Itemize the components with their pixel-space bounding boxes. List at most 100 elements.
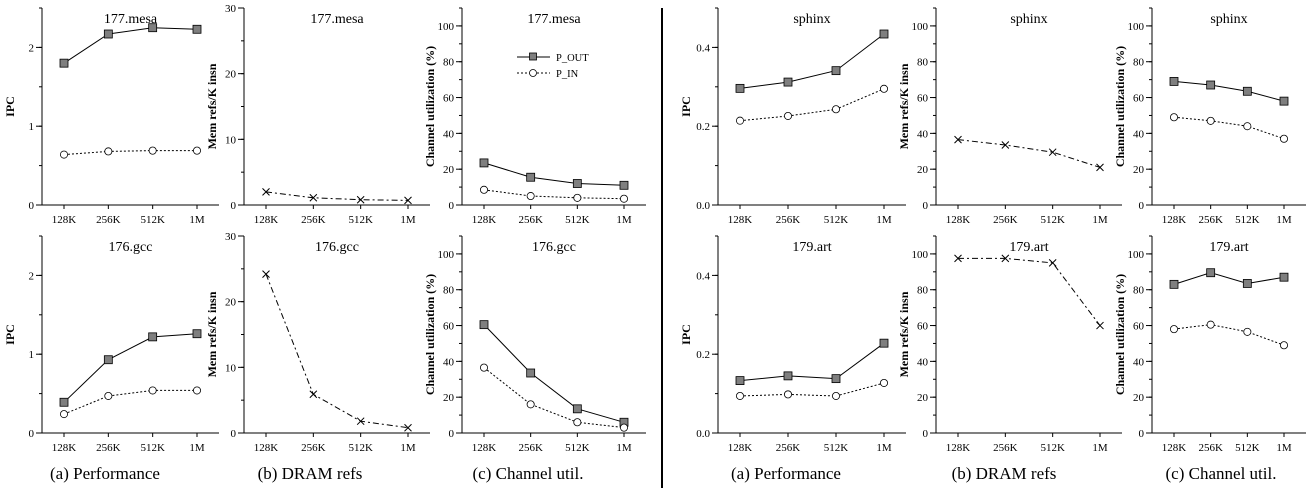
y-tick-label: 60 <box>1133 93 1145 105</box>
data-point-p-in <box>620 194 629 203</box>
y-tick-label: 0 <box>29 200 35 212</box>
data-point-p-in <box>832 105 841 114</box>
y-tick-label: 100 <box>1128 249 1145 261</box>
data-point-p-out <box>619 180 629 190</box>
y-axis-label: IPC <box>3 324 17 345</box>
chart-title: 177.mesa <box>527 12 581 27</box>
y-tick-label: 40 <box>1133 128 1145 140</box>
data-point-mem-refs <box>954 254 962 263</box>
y-tick-label: 100 <box>1128 21 1145 33</box>
chart-panel: 0.0 0.2 0.4 128K 256K 512K 1M sphinx IPC <box>679 7 906 226</box>
data-point-mem-refs <box>404 423 412 432</box>
series-line-p-out <box>63 333 198 403</box>
data-point-p-in <box>60 150 69 159</box>
data-point-p-in <box>60 410 69 419</box>
data-point-p-out <box>192 329 202 339</box>
series-line-p-in <box>63 150 197 156</box>
series-line-mem-refs <box>957 139 1101 168</box>
chart-panel: 0 20 40 60 80 100 128K 256K 512K 1M 179.art Mem ref… <box>897 235 1122 454</box>
legend-label-p-out: P_OUT <box>556 53 589 64</box>
data-point-mem-refs <box>262 270 270 278</box>
y-tick-label: 100 <box>912 249 929 261</box>
y-tick-label: 0.2 <box>696 121 710 133</box>
data-point-p-in <box>148 146 157 155</box>
x-tick-label: 256K <box>518 214 543 226</box>
captions: (a) Performance (b) DRAM refs (c) Channe… <box>50 464 1276 483</box>
chart-title: 179.art <box>1009 240 1048 255</box>
y-tick-label: 40 <box>1133 356 1145 368</box>
y-tick-label: 20 <box>917 392 929 404</box>
y-tick-label: 20 <box>225 69 237 81</box>
series-line-p-in <box>1173 116 1285 140</box>
data-point-p-out <box>148 332 158 342</box>
data-point-p-in <box>1206 320 1215 329</box>
data-point-p-out <box>1242 86 1252 96</box>
y-tick-label: 80 <box>917 285 929 297</box>
chart-panel: 0 10 20 30 128K 256K 512K 1M 177.mesa Mem refs/K … <box>205 3 430 226</box>
data-point-p-out <box>59 58 69 68</box>
data-point-p-out <box>831 66 841 76</box>
x-tick-label: 256K <box>518 442 543 454</box>
y-tick-label: 10 <box>225 362 237 374</box>
y-tick-label: 0 <box>923 200 929 212</box>
legend-marker-p-in <box>529 69 537 77</box>
chart-panel: 0 1 2 128K 256K 512K 1M 177.mesa IPC <box>3 7 219 226</box>
x-tick-label: 1M <box>1276 442 1292 454</box>
data-point-p-in <box>1280 134 1289 143</box>
x-tick-label: 1M <box>189 442 205 454</box>
data-point-p-in <box>1243 122 1252 131</box>
x-tick-label: 256K <box>993 442 1018 454</box>
y-tick-label: 80 <box>1133 57 1145 69</box>
data-point-p-out <box>572 404 582 414</box>
y-axis-label: Mem refs/K insn <box>897 291 911 377</box>
data-point-p-out <box>59 397 69 407</box>
x-tick-label: 1M <box>400 214 416 226</box>
x-tick-label: 1M <box>616 442 632 454</box>
y-tick-label: 30 <box>225 3 237 15</box>
data-point-p-in <box>1170 113 1179 122</box>
data-point-p-out <box>783 77 793 87</box>
data-point-p-out <box>572 179 582 188</box>
x-tick-label: 256K <box>1198 214 1223 226</box>
chart-title: sphinx <box>1210 12 1247 27</box>
data-point-p-out <box>1279 272 1289 282</box>
data-point-p-out <box>1169 279 1179 289</box>
data-point-p-in <box>104 147 113 156</box>
caption-dram-refs-right: (b) DRAM refs <box>952 464 1057 483</box>
data-point-p-out <box>148 23 158 33</box>
data-point-p-in <box>736 116 745 125</box>
x-tick-label: 256K <box>993 214 1018 226</box>
y-axis-label: IPC <box>3 96 17 117</box>
x-tick-label: 1M <box>616 214 632 226</box>
data-point-p-in <box>832 391 841 400</box>
x-tick-label: 256K <box>776 442 801 454</box>
data-point-p-in <box>526 400 535 409</box>
data-point-p-out <box>479 158 489 168</box>
caption-channel-util-right: (c) Channel util. <box>1166 464 1277 483</box>
series-line-p-in <box>1173 324 1285 346</box>
data-point-p-in <box>880 84 889 93</box>
data-point-p-out <box>735 376 745 385</box>
x-tick-label: 512K <box>1040 214 1065 226</box>
y-tick-label: 30 <box>225 231 237 243</box>
x-tick-label: 1M <box>1276 214 1292 226</box>
x-tick-label: 1M <box>876 214 892 226</box>
chart-title: sphinx <box>1010 12 1047 27</box>
y-tick-label: 0.0 <box>696 200 710 212</box>
y-axis-label: IPC <box>679 324 693 345</box>
series-line-mem-refs <box>265 273 409 429</box>
y-axis-label: IPC <box>679 96 693 117</box>
series-line-p-out <box>739 33 885 89</box>
legend-marker-p-out <box>529 52 537 61</box>
x-tick-label: 512K <box>565 442 590 454</box>
x-tick-label: 256K <box>96 214 121 226</box>
series-line-p-out <box>483 162 625 186</box>
data-point-mem-refs <box>1048 148 1057 157</box>
data-point-mem-refs <box>309 193 318 202</box>
x-tick-label: 128K <box>472 442 497 454</box>
data-point-mem-refs <box>404 196 412 205</box>
chart-title: 177.mesa <box>104 12 158 27</box>
chart-title: 179.art <box>792 240 831 255</box>
x-tick-label: 512K <box>348 442 373 454</box>
y-tick-label: 100 <box>438 249 455 261</box>
